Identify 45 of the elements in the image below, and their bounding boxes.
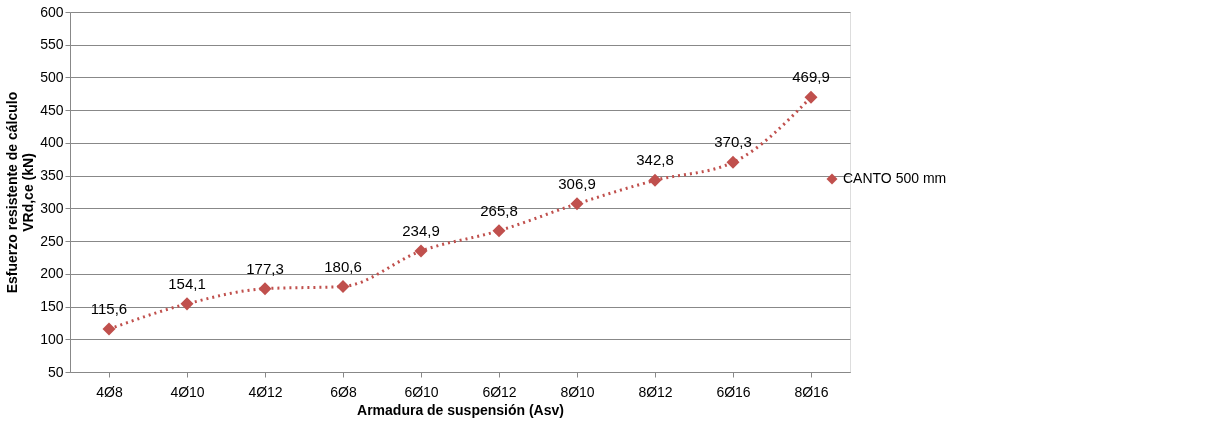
y-tick-label: 400 [40,134,64,151]
legend-label: CANTO 500 mm [843,170,947,186]
x-tick-label: 4Ø8 [96,383,123,400]
y-tick-label: 600 [40,3,64,20]
y-tick-label: 200 [40,265,64,282]
y-tick-label: 450 [40,101,64,118]
y-axis-title: Esfuerzo resistente de cálculo VRd,ce (kN) [4,91,37,294]
data-label: 115,6 [90,300,128,318]
x-tick-label: 6Ø12 [482,383,517,400]
data-label: 370,3 [714,133,752,151]
x-tick-label: 8Ø12 [638,383,673,400]
y-tick-label: 250 [40,232,64,249]
y-tick-label: 100 [40,330,64,347]
point [258,282,272,296]
x-tick-label: 4Ø12 [248,383,283,400]
point [102,322,116,336]
y-tick-label: 500 [40,68,64,85]
y-tick-label: 150 [40,298,64,315]
data-label: 265,8 [480,201,518,219]
point [492,224,506,238]
point [414,244,428,258]
point [804,90,818,104]
data-label: 342,8 [636,151,674,169]
data-label: 154,1 [168,274,206,292]
x-tick-label: 8Ø16 [794,383,829,400]
x-tick-label: 4Ø10 [170,383,205,400]
x-tick-label: 8Ø10 [560,383,595,400]
point [648,173,662,187]
point [570,197,584,211]
point [336,280,350,294]
y-tick-label: 350 [40,167,64,184]
x-tick-label: 6Ø10 [404,383,439,400]
point [726,155,740,169]
x-axis-title: Armadura de suspensión (Asv) [357,401,564,418]
data-label: 180,6 [324,257,362,275]
data-label: 234,9 [402,221,440,239]
y-tick-label: 50 [47,363,64,380]
data-label: 177,3 [246,259,284,277]
point [180,297,194,311]
data-label: 469,9 [792,68,830,86]
y-tick-label: 550 [40,36,64,53]
data-label: 306,9 [558,174,596,192]
x-tick-label: 6Ø8 [330,383,357,400]
x-tick-label: 6Ø16 [716,383,751,400]
y-tick-label: 300 [40,199,64,216]
